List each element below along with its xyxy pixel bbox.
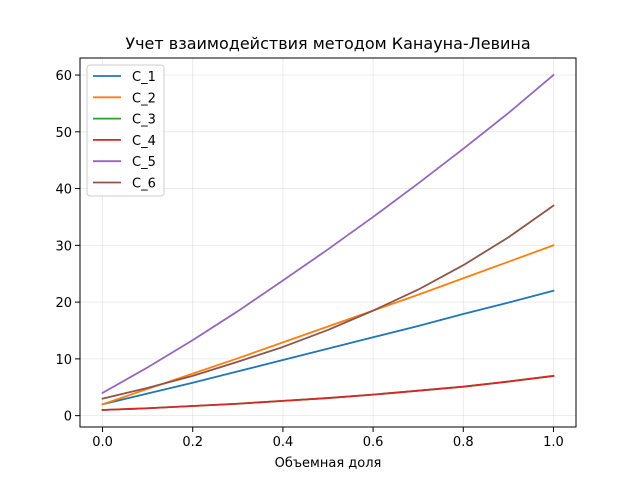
x-axis: 0.0 0.2 0.4 0.6 0.8 1.0 (92, 427, 564, 450)
y-tick-label: 50 (55, 126, 72, 141)
series-line-c-5 (101, 73, 555, 395)
legend-label-c-3: C_3 (132, 113, 156, 128)
legend: C_1 C_2 C_3 C_4 C_5 C_6 (86, 64, 165, 197)
series-line-c-6 (101, 204, 555, 400)
y-tick-label: 40 (55, 183, 72, 198)
series-lines (101, 73, 555, 411)
y-tick-label: 0 (64, 410, 72, 425)
y-tick-label: 10 (55, 353, 72, 368)
x-tick-label: 1.0 (543, 435, 564, 450)
chart-title: Учет взаимодействия методом Канауна-Леви… (125, 34, 530, 53)
series-line-c-1 (101, 289, 555, 406)
legend-label-c-6: C_6 (132, 177, 156, 192)
legend-label-c-1: C_1 (132, 70, 156, 85)
plot-frame (79, 57, 577, 428)
x-tick-label: 0.6 (363, 435, 384, 450)
series-line-c-2 (101, 244, 555, 406)
y-tick-label: 30 (55, 239, 72, 254)
x-tick-label: 0.4 (273, 435, 294, 450)
x-tick-label: 0.0 (92, 435, 113, 450)
y-tick-label: 20 (55, 296, 72, 311)
y-tick-label: 60 (55, 69, 72, 84)
x-tick-label: 0.2 (182, 435, 203, 450)
legend-label-c-4: C_4 (132, 134, 156, 149)
legend-label-c-5: C_5 (132, 155, 156, 170)
x-tick-label: 0.8 (453, 435, 474, 450)
series-line-c-4 (101, 374, 555, 411)
legend-label-c-2: C_2 (132, 91, 156, 106)
y-axis: 0 10 20 30 40 50 60 (55, 69, 80, 425)
x-axis-label: Объемная доля (275, 456, 382, 471)
